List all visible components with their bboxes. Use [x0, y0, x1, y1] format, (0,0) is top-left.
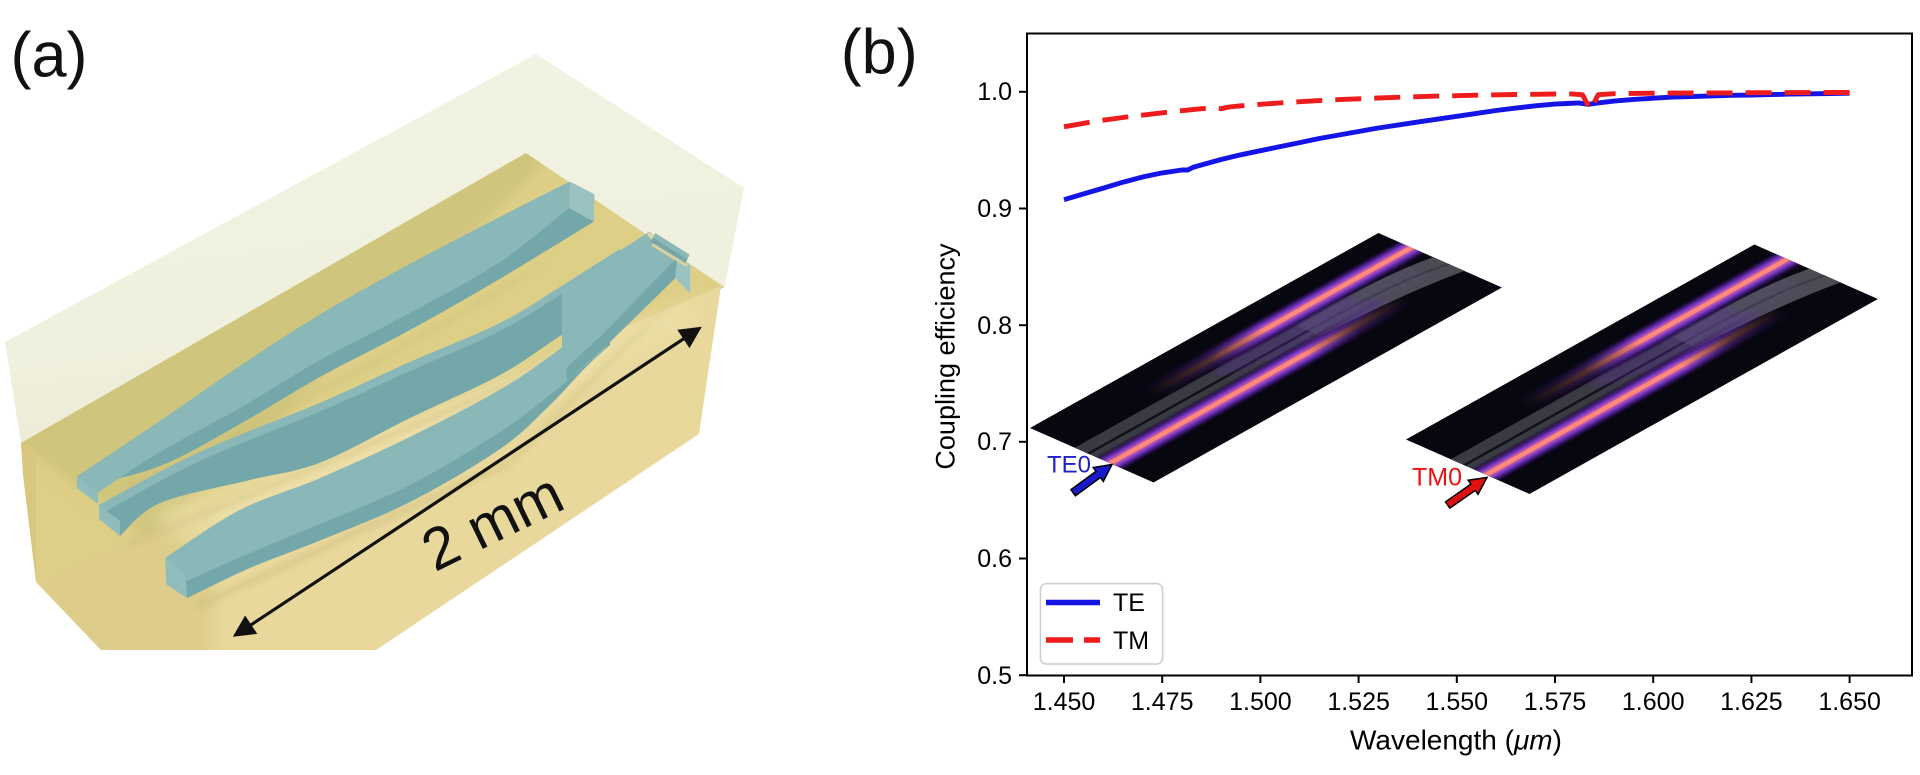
svg-text:(b): (b): [841, 18, 918, 88]
svg-text:1.0: 1.0: [977, 78, 1012, 106]
svg-text:1.550: 1.550: [1426, 688, 1489, 716]
svg-text:1.650: 1.650: [1818, 688, 1881, 716]
svg-text:0.6: 0.6: [977, 545, 1012, 573]
svg-text:(a): (a): [11, 21, 88, 91]
svg-text:0.8: 0.8: [977, 312, 1012, 340]
svg-text:Wavelength (μm): Wavelength (μm): [1350, 725, 1562, 756]
svg-text:TM: TM: [1113, 627, 1149, 655]
svg-text:1.525: 1.525: [1327, 688, 1390, 716]
svg-text:0.7: 0.7: [977, 428, 1012, 456]
svg-text:Coupling efficiency: Coupling efficiency: [931, 243, 961, 470]
svg-text:1.475: 1.475: [1131, 688, 1194, 716]
svg-text:0.9: 0.9: [977, 195, 1012, 223]
svg-text:1.450: 1.450: [1033, 688, 1096, 716]
svg-text:0.5: 0.5: [977, 662, 1012, 690]
svg-text:1.500: 1.500: [1229, 688, 1292, 716]
svg-text:TE0: TE0: [1047, 452, 1091, 479]
svg-text:1.600: 1.600: [1622, 688, 1685, 716]
svg-text:TM0: TM0: [1412, 464, 1462, 492]
svg-text:1.575: 1.575: [1524, 688, 1587, 716]
svg-text:TE: TE: [1113, 589, 1145, 617]
svg-text:1.625: 1.625: [1720, 688, 1783, 716]
